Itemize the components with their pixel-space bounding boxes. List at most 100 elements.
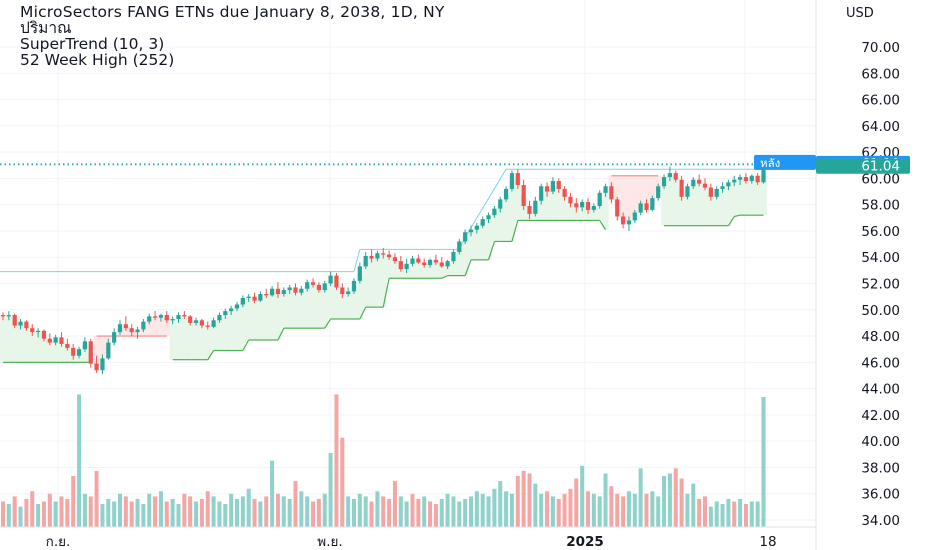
volume-bar — [30, 491, 35, 527]
volume-bar — [77, 394, 82, 527]
supertrend-fill — [46, 340, 54, 363]
volume-bar — [480, 493, 485, 527]
week52-segment — [464, 168, 507, 238]
volume-bar — [650, 491, 655, 527]
supertrend-legend-label[interactable]: SuperTrend (10, 3) — [20, 35, 165, 53]
volume-bar — [545, 491, 550, 527]
candle-body — [761, 164, 766, 183]
volume-bar — [270, 460, 275, 527]
volume-bar — [352, 498, 356, 527]
supertrend-fill — [122, 326, 130, 337]
supertrend-fill — [602, 189, 609, 230]
supertrend-segment — [277, 327, 285, 341]
candle-body — [158, 315, 164, 318]
supertrend-fill — [292, 290, 299, 329]
candle-body — [656, 186, 661, 199]
volume-bar — [679, 478, 684, 527]
volume-bar — [697, 498, 702, 527]
supertrend-fill — [251, 298, 258, 340]
volume-bar — [316, 498, 321, 527]
volume-bar — [112, 501, 117, 527]
supertrend-fill — [620, 175, 627, 221]
supertrend-fill — [754, 179, 761, 216]
volume-bar — [486, 496, 491, 527]
volume-bar — [147, 493, 152, 527]
candle-body — [550, 181, 555, 192]
supertrend-fill — [368, 257, 375, 308]
volume-bar — [667, 473, 672, 527]
volume-bar — [1, 501, 5, 527]
volume-bar — [106, 498, 111, 527]
volume-bar — [281, 496, 286, 527]
volume-bar — [346, 496, 351, 527]
supertrend-fill — [380, 253, 387, 308]
volume-bar — [738, 498, 743, 527]
candle-body — [310, 282, 316, 285]
volume-bar — [714, 501, 719, 527]
volume-bar — [445, 493, 450, 527]
candle-body — [59, 337, 64, 344]
time-tick-label: 18 — [759, 534, 776, 550]
candle-body — [229, 308, 234, 312]
candle-body — [398, 261, 403, 270]
price-axis-panel[interactable] — [816, 0, 932, 550]
supertrend-fill — [649, 175, 656, 205]
supertrend-fill — [158, 316, 165, 337]
candle-body — [457, 241, 462, 252]
candle-body — [580, 202, 585, 208]
supertrend-fill — [152, 317, 159, 337]
volume-bar — [521, 470, 526, 527]
candle-body — [205, 325, 210, 327]
candle-body — [498, 199, 503, 209]
candle-body — [416, 258, 421, 263]
volume-bar — [229, 493, 234, 527]
supertrend-fill — [286, 288, 293, 329]
supertrend-fill — [509, 181, 516, 242]
supertrend-fill — [661, 181, 668, 226]
volume-bar — [293, 481, 298, 527]
volume-bar — [492, 488, 497, 527]
supertrend-fill — [310, 283, 317, 329]
supertrend-segment — [324, 318, 332, 329]
supertrend-fill — [573, 205, 580, 221]
supertrend-fill — [275, 291, 282, 340]
volume-bar — [387, 498, 392, 527]
supertrend-fill — [631, 175, 639, 217]
candle-body — [474, 225, 479, 230]
candle-body — [12, 315, 17, 326]
candle-body — [632, 212, 637, 221]
supertrend-fill — [374, 255, 381, 308]
supertrend-fill — [491, 211, 498, 242]
volume-bar — [603, 473, 608, 527]
volume-legend-label[interactable]: ปริมาณ — [20, 19, 72, 37]
supertrend-fill — [596, 199, 603, 221]
supertrend-fill — [327, 279, 334, 319]
candle-body — [679, 179, 684, 197]
volume-bar — [404, 501, 409, 527]
supertrend-fill — [590, 207, 598, 221]
volume-bar — [515, 476, 520, 527]
volume-bar — [311, 501, 316, 527]
currency-label[interactable]: USD — [846, 6, 874, 21]
last-price-value-label: 61.04 — [861, 159, 900, 175]
volume-bar — [24, 498, 29, 527]
volume-bar — [556, 498, 561, 527]
candle-body — [153, 316, 158, 318]
week52-legend-label[interactable]: 52 Week High (252) — [20, 51, 175, 69]
volume-bar — [708, 506, 713, 527]
supertrend-fill — [760, 173, 767, 216]
supertrend-fill — [356, 273, 364, 319]
volume-bar — [439, 498, 444, 527]
volume-bar — [626, 491, 631, 527]
supertrend-fill — [239, 301, 247, 351]
supertrend-fill — [169, 319, 176, 360]
volume-bar — [287, 498, 292, 527]
volume-bar — [363, 496, 368, 527]
price-tags: หลัง61.1061.04 — [754, 154, 910, 175]
symbol-title[interactable]: MicroSectors FANG ETNs due January 8, 20… — [20, 3, 445, 21]
candle-body — [650, 198, 655, 210]
candle-body — [387, 254, 392, 258]
supertrend-fill — [626, 175, 633, 223]
supertrend-fill — [304, 285, 311, 329]
